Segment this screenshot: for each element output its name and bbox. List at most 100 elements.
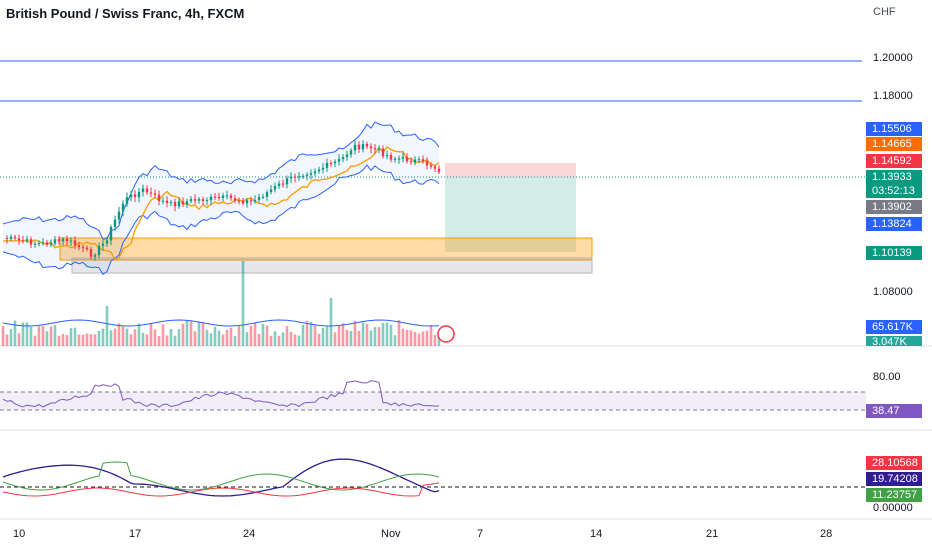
candle-body	[369, 146, 373, 149]
x-axis-label: 28	[820, 528, 833, 540]
volume-bar	[217, 330, 221, 346]
volume-bar	[265, 325, 269, 346]
bollinger-lower-line	[2, 164, 440, 276]
volume-bar	[417, 333, 421, 346]
volume-bar	[273, 331, 277, 346]
candle-body	[81, 247, 85, 249]
candle-body	[65, 239, 69, 242]
candle-body	[433, 166, 437, 169]
price-axis-label: 1.08000	[873, 286, 913, 298]
volume-bar	[85, 333, 89, 346]
x-axis-label: 10	[13, 528, 26, 540]
volume-bar	[321, 327, 325, 346]
volume-bar	[49, 326, 53, 346]
volume-bar	[341, 323, 345, 346]
volume-tag: 3.047K	[866, 336, 922, 346]
dmi-adx-tag: 19.74208	[866, 472, 922, 486]
last-price-tag: 1.13933	[866, 170, 922, 184]
candle-body	[385, 155, 389, 157]
volume-bar	[173, 335, 177, 346]
candle-body	[153, 193, 157, 195]
bb-upper-tag: 1.15506	[866, 122, 922, 136]
volume-bar	[5, 334, 9, 346]
volume-bar	[129, 334, 133, 346]
candle-body	[389, 155, 393, 160]
candle-body	[325, 163, 329, 168]
volume-bar	[69, 328, 73, 346]
volume-bar	[221, 334, 225, 346]
candle-body	[201, 199, 205, 201]
candle-body	[49, 243, 53, 245]
volume-bar	[121, 326, 125, 346]
volume-bar	[145, 334, 149, 346]
volume-bar	[213, 326, 217, 346]
candle-body	[265, 192, 269, 197]
volume-bar	[45, 331, 49, 346]
candle-body	[317, 169, 321, 172]
ma-tag: 1.14665	[866, 137, 922, 151]
rsi-line	[2, 380, 440, 408]
candle-body	[285, 178, 289, 185]
volume-bar	[293, 334, 297, 346]
dmi-minus-tag: 28.10568	[866, 456, 922, 470]
volume-bar	[297, 335, 301, 346]
candle-body	[377, 148, 381, 150]
candle-body	[69, 240, 73, 242]
volume-bar	[349, 331, 353, 346]
candle-body	[345, 154, 349, 158]
volume-bar	[329, 298, 333, 346]
candle-body	[165, 200, 169, 203]
volume-bar	[53, 325, 57, 346]
candle-body	[365, 144, 369, 147]
candle-body	[57, 239, 61, 242]
candle-body	[189, 199, 193, 202]
volume-bar	[357, 330, 361, 346]
logo-icon	[437, 325, 455, 343]
candle-body	[229, 195, 233, 199]
candle-body	[29, 239, 33, 245]
candle-body	[105, 240, 109, 244]
candle-body	[397, 158, 401, 160]
demand-zone	[59, 237, 593, 261]
candle-body	[13, 236, 17, 239]
candle-body	[213, 196, 217, 198]
volume-bar	[17, 333, 21, 346]
candle-body	[349, 150, 353, 155]
candle-body	[237, 200, 241, 202]
volume-bar	[25, 322, 29, 346]
volume-bar	[389, 325, 393, 346]
take-profit-zone	[445, 177, 576, 252]
candle-body	[301, 176, 305, 177]
adx-line	[2, 458, 440, 497]
target-tag: 1.10139	[866, 246, 922, 260]
volume-bar	[325, 326, 329, 346]
volume-bar	[281, 332, 285, 346]
volume-bar	[157, 336, 161, 346]
candle-body	[329, 163, 333, 164]
volume-bar	[285, 326, 289, 346]
candle-body	[293, 176, 297, 178]
candle-body	[129, 194, 133, 198]
candle-body	[393, 158, 397, 160]
candle-body	[137, 191, 141, 198]
candle-body	[373, 148, 377, 150]
candle-body	[321, 167, 325, 170]
volume-bar	[101, 328, 105, 346]
price-axis-label: 1.18000	[873, 90, 913, 102]
volume-bar	[277, 335, 281, 346]
volume-bar	[317, 333, 321, 346]
volume-bar	[237, 326, 241, 346]
candle-body	[233, 198, 237, 201]
candle-body	[125, 197, 129, 204]
volume-bar	[149, 323, 153, 346]
volume-bar	[353, 320, 357, 346]
candle-body	[277, 183, 281, 187]
volume-bar	[189, 321, 193, 346]
volume-bar	[1, 326, 5, 346]
countdown-tag: 03:52:13	[866, 184, 922, 198]
symbol-title[interactable]: British Pound / Swiss Franc, 4h, FXCM	[6, 6, 245, 21]
volume-ma-tag: 65.617K	[866, 320, 922, 334]
candle-body	[241, 200, 245, 204]
volume-bar	[373, 327, 377, 346]
